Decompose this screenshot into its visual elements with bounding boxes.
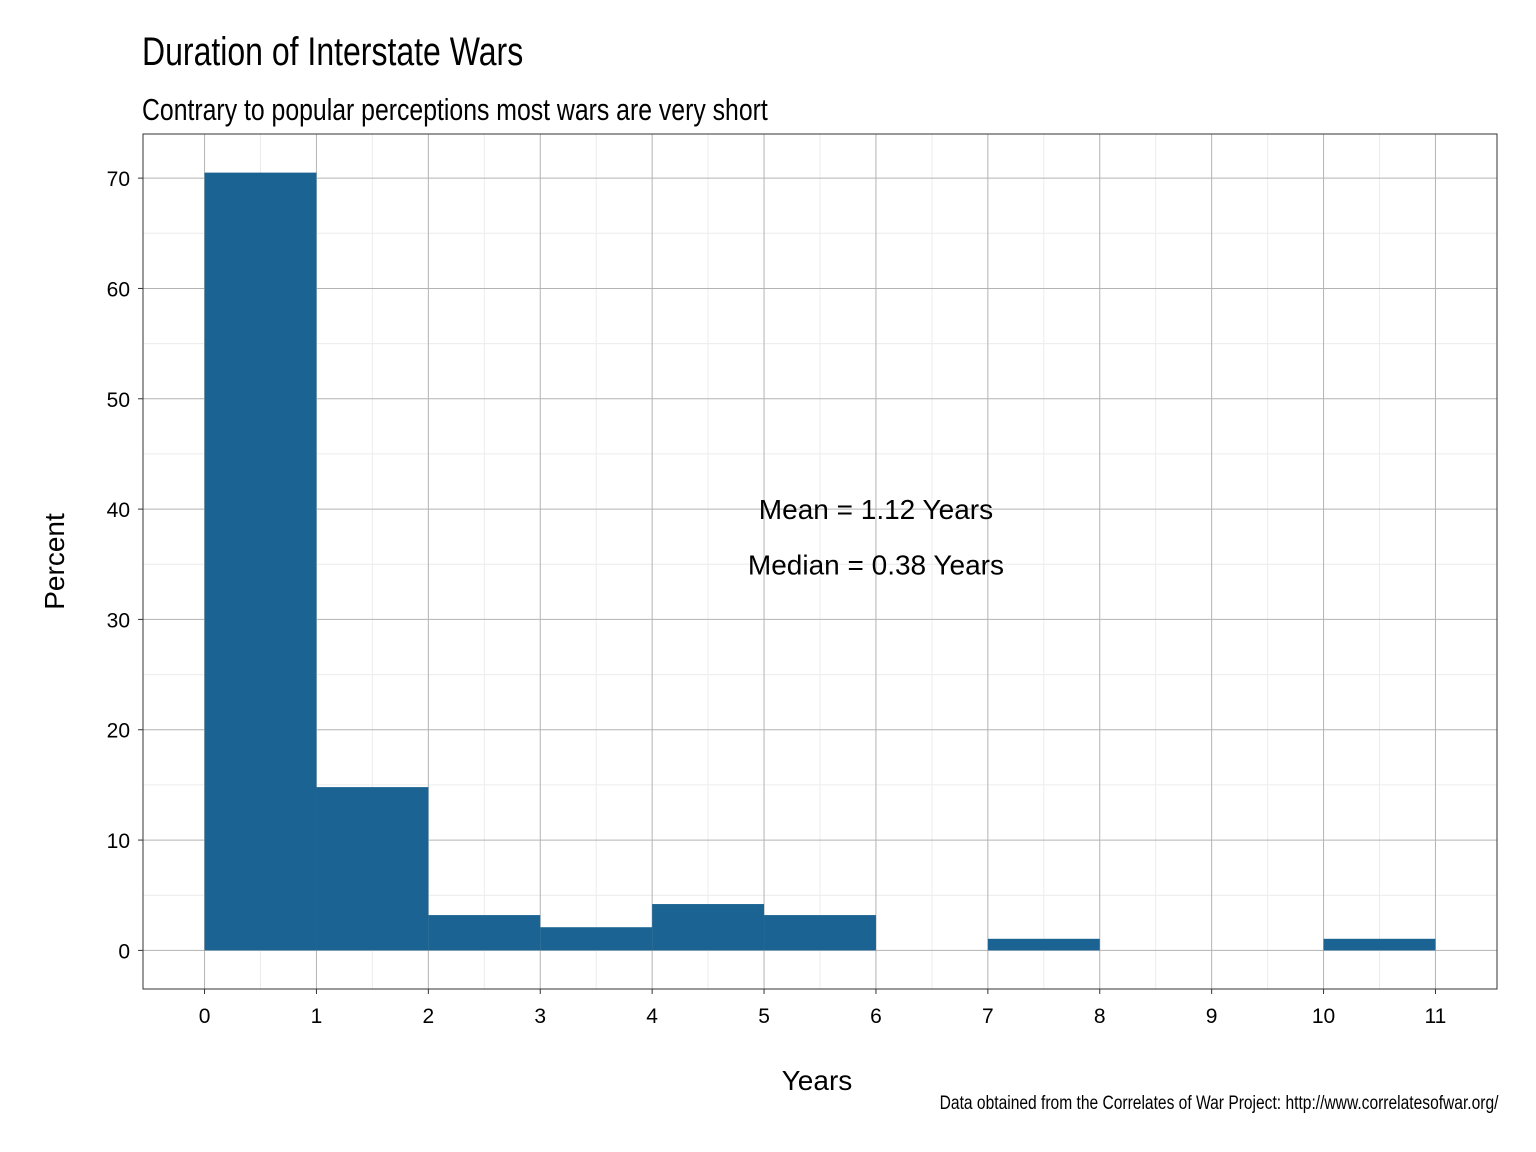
x-tick-label: 6 (870, 1005, 882, 1028)
y-tick-label: 60 (107, 278, 130, 301)
histogram-bar (540, 927, 653, 951)
chart-title: Duration of Interstate Wars (142, 30, 524, 74)
stat-annotation: Median = 0.38 Years (748, 549, 1004, 580)
minor-gridlines (143, 134, 1497, 989)
y-tick-label: 10 (107, 830, 130, 853)
histogram-bar (1323, 938, 1436, 951)
histogram-bar (987, 938, 1100, 951)
histogram-bar (428, 915, 541, 951)
x-axis-ticks: 0 1 2 3 4 5 6 7 8 9 10 11 (199, 989, 1447, 1028)
y-tick-label: 30 (107, 609, 130, 632)
histogram-bar (316, 787, 429, 951)
histogram-bar (764, 915, 876, 951)
x-tick-label: 5 (758, 1005, 770, 1028)
chart-annotations: Mean = 1.12 Years Median = 0.38 Years (748, 494, 1004, 580)
y-axis-title: Percent (39, 513, 70, 610)
y-axis-ticks: 0 10 20 30 40 50 60 70 (107, 168, 143, 963)
y-tick-label: 40 (107, 499, 130, 522)
x-axis-title: Years (782, 1065, 853, 1096)
y-tick-label: 20 (107, 720, 130, 743)
panel-border (142, 133, 1498, 990)
histogram-bar (652, 904, 765, 951)
x-tick-label: 11 (1425, 1005, 1447, 1028)
y-tick-label: 0 (118, 940, 130, 963)
histogram-bars (204, 172, 1436, 951)
x-tick-label: 7 (982, 1005, 994, 1028)
y-tick-label: 50 (107, 389, 130, 412)
x-tick-label: 4 (646, 1005, 658, 1028)
x-tick-label: 10 (1312, 1005, 1335, 1028)
y-tick-label: 70 (107, 168, 130, 191)
stat-annotation: Mean = 1.12 Years (759, 494, 993, 525)
x-tick-label: 1 (311, 1005, 323, 1028)
chart-subtitle: Contrary to popular perceptions most war… (142, 92, 768, 127)
x-tick-label: 3 (534, 1005, 546, 1028)
x-tick-label: 9 (1206, 1005, 1218, 1028)
x-tick-label: 2 (423, 1005, 435, 1028)
chart-caption: Data obtained from the Correlates of War… (939, 1093, 1498, 1114)
x-tick-label: 8 (1094, 1005, 1106, 1028)
x-tick-label: 0 (199, 1005, 211, 1028)
histogram-bar (204, 172, 317, 951)
